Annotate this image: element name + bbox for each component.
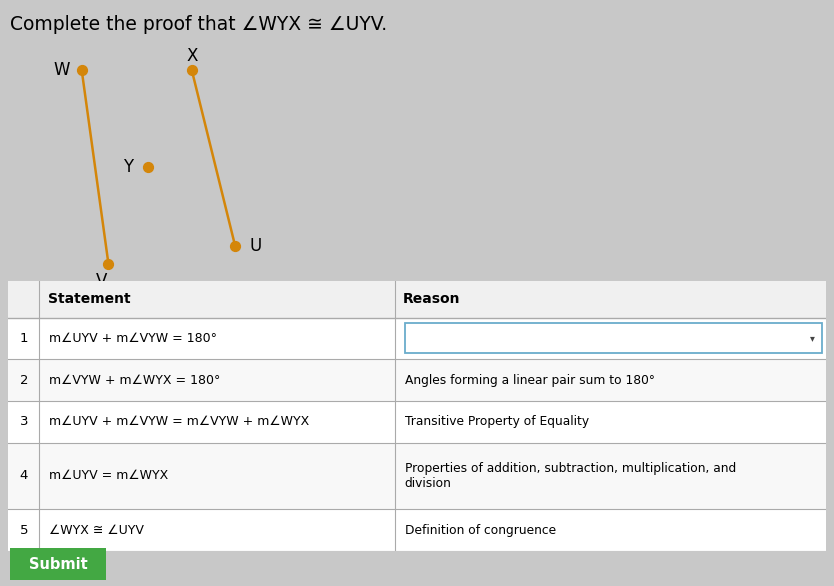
Text: Properties of addition, subtraction, multiplication, and
division: Properties of addition, subtraction, mul…	[404, 462, 736, 490]
Text: Reason: Reason	[403, 292, 460, 306]
Text: Definition of congruence: Definition of congruence	[404, 523, 556, 537]
Bar	[8, 401, 826, 442]
Bar	[8, 318, 826, 359]
Text: 2: 2	[20, 374, 28, 387]
Text: 3: 3	[20, 415, 28, 428]
Text: 4: 4	[20, 469, 28, 482]
Point	[75, 66, 88, 75]
Text: m∠VYW + m∠WYX = 180°: m∠VYW + m∠WYX = 180°	[49, 374, 220, 387]
Text: X: X	[186, 47, 198, 64]
FancyBboxPatch shape	[3, 546, 113, 582]
Point	[142, 162, 155, 172]
FancyBboxPatch shape	[404, 323, 821, 353]
Point	[185, 66, 198, 75]
Bar	[8, 509, 826, 551]
Text: m∠UYV + m∠VYW = 180°: m∠UYV + m∠VYW = 180°	[49, 332, 217, 345]
Text: Statement: Statement	[48, 292, 130, 306]
Text: Transitive Property of Equality: Transitive Property of Equality	[404, 415, 589, 428]
Text: 5: 5	[20, 523, 28, 537]
Text: Complete the proof that ∠WYX ≅ ∠UYV.: Complete the proof that ∠WYX ≅ ∠UYV.	[10, 15, 387, 33]
Text: Submit: Submit	[28, 557, 88, 571]
Text: ▾: ▾	[810, 333, 815, 343]
Text: m∠UYV + m∠VYW = m∠VYW + m∠WYX: m∠UYV + m∠VYW = m∠VYW + m∠WYX	[49, 415, 309, 428]
Text: W: W	[53, 62, 70, 79]
Bar	[8, 442, 826, 509]
Bar	[8, 281, 826, 318]
Text: Angles forming a linear pair sum to 180°: Angles forming a linear pair sum to 180°	[404, 374, 655, 387]
Point	[102, 259, 115, 268]
Text: V: V	[96, 272, 108, 290]
Text: m∠UYV = m∠WYX: m∠UYV = m∠WYX	[49, 469, 168, 482]
Point	[229, 241, 242, 251]
Bar	[8, 359, 826, 401]
Text: Y: Y	[123, 158, 133, 176]
Text: ∠WYX ≅ ∠UYV: ∠WYX ≅ ∠UYV	[49, 523, 144, 537]
Text: U: U	[249, 237, 261, 255]
Text: 1: 1	[20, 332, 28, 345]
